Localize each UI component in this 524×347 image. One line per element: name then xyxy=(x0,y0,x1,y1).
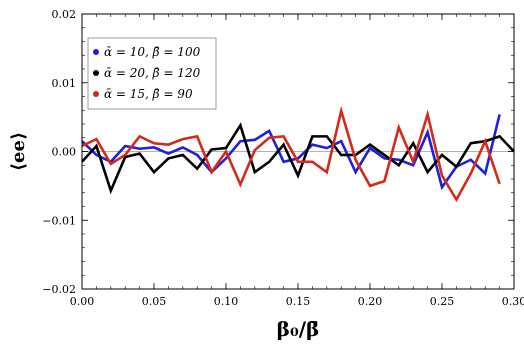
x-tick-label: 0.10 xyxy=(214,295,239,308)
x-axis-label: β₀/β̄ xyxy=(277,317,320,341)
legend-marker-2 xyxy=(93,70,99,76)
x-tick-label: 0.25 xyxy=(430,295,455,308)
series-line-2 xyxy=(81,122,515,195)
legend-marker-1 xyxy=(93,49,99,55)
legend-entry-1: ᾱ = 10, β̄ = 100 xyxy=(104,45,201,59)
x-tick-label: 0.30 xyxy=(502,295,524,308)
y-tick-label: 0.02 xyxy=(52,8,77,21)
y-tick-label: 0.01 xyxy=(52,77,77,90)
legend: ᾱ = 10, β̄ = 100 ᾱ = 20, β̄ = 120 ᾱ = 15, … xyxy=(87,37,217,110)
legend-entry-2: ᾱ = 20, β̄ = 120 xyxy=(104,66,201,80)
x-tick-label: 0.15 xyxy=(286,295,311,308)
y-axis-label: ⟨ee⟩ xyxy=(8,132,29,171)
x-tick-label: 0.20 xyxy=(358,295,383,308)
legend-marker-3 xyxy=(93,91,99,97)
series-line-3 xyxy=(81,105,501,203)
axis-ticks: 0.00 0.05 0.10 0.15 0.20 0.25 0.30 −0.02 −0.01 0.… xyxy=(42,8,524,308)
legend-entry-3: ᾱ = 15, β̄ = 90 xyxy=(104,87,193,101)
y-tick-label: −0.02 xyxy=(42,283,76,296)
x-tick-label: 0.00 xyxy=(70,295,95,308)
series-layer xyxy=(81,105,515,203)
x-tick-label: 0.05 xyxy=(142,295,167,308)
legend-box xyxy=(87,37,217,110)
y-tick-label: −0.01 xyxy=(42,214,76,227)
y-tick-label: 0.00 xyxy=(52,146,77,159)
